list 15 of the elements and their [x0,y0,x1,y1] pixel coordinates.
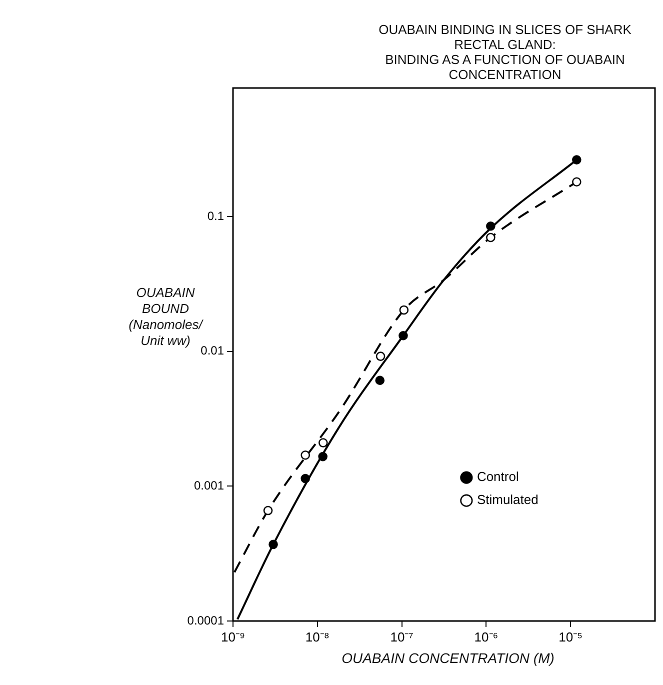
x-tick-label: 10⁻⁵ [558,629,583,644]
x-tick-label: 10⁻⁶ [474,629,498,644]
y-tick-label: 0.1 [207,208,224,223]
x-tick-label: 10⁻⁷ [390,629,414,644]
legend-label: Stimulated [476,492,538,508]
x-axis-title: OUABAIN CONCENTRATION (M) [340,650,556,666]
chart-title: OUABAIN BINDING IN SLICES OF SHARK RECTAL GLAND: [378,22,632,52]
legend-label: Control [476,469,519,484]
y-axis-title: OUABAIN BOUND (Nanomoles/ Unit ww) [128,285,202,348]
chart-subtitle: BINDING AS A FUNCTION OF OUABAIN CONCENTRATION [384,52,626,82]
y-tick-label: 0.01 [200,344,224,358]
y-tick-label: 0.0001 [187,613,224,628]
x-tick-label: 10⁻⁸ [305,629,330,644]
y-tick-label: 0.001 [194,478,224,493]
x-tick-label: 10⁻⁹ [220,629,246,644]
